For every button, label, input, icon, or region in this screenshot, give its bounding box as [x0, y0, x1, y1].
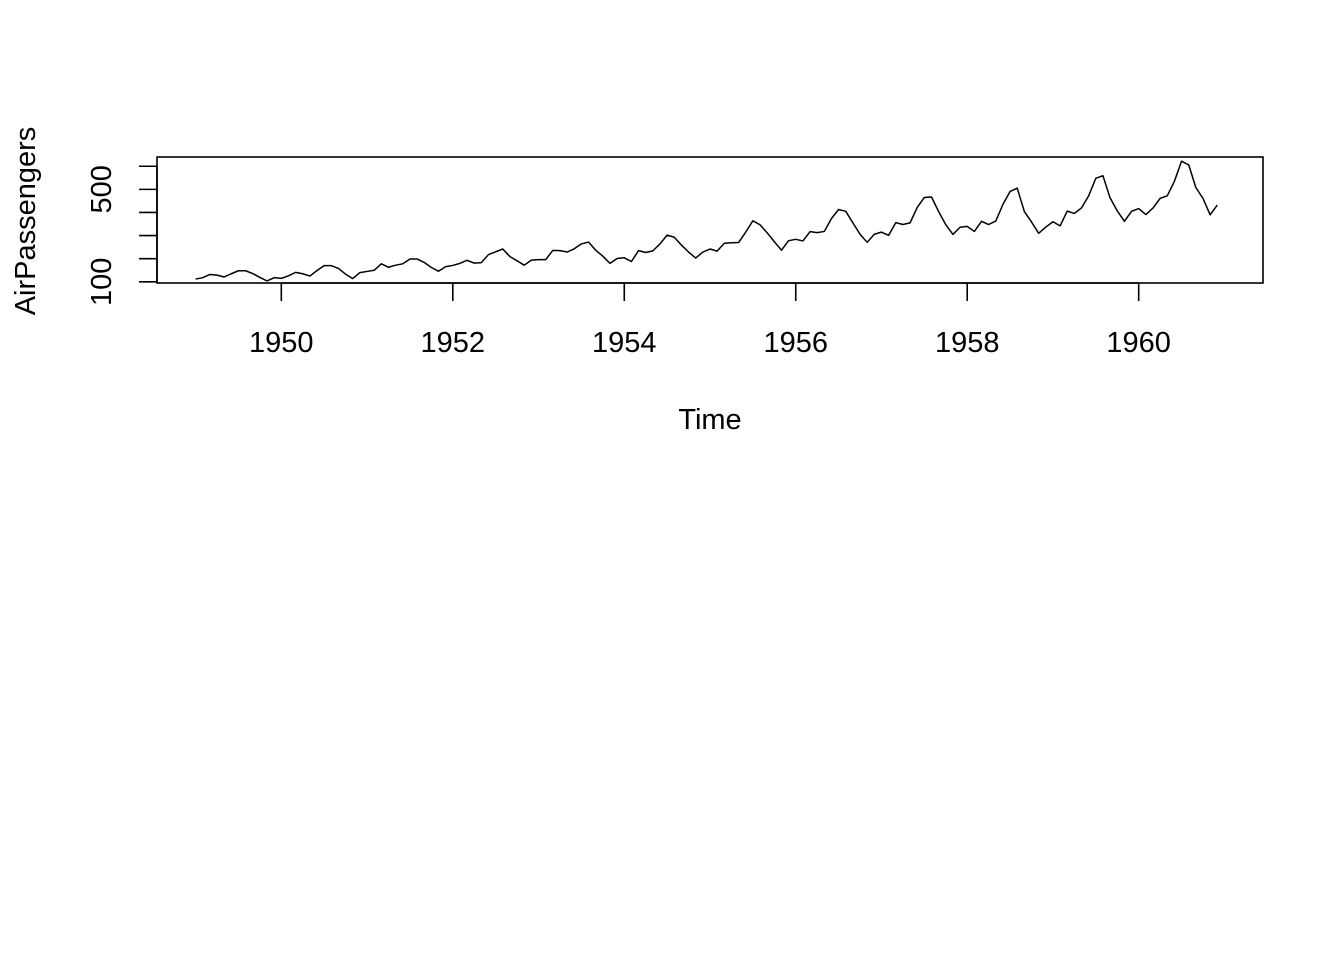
y-axis: 100 500 [86, 165, 157, 306]
series-points [196, 161, 1218, 281]
series-line-airpassengers [196, 161, 1218, 281]
x-tick-label: 1958 [935, 327, 1000, 359]
x-tick-label: 1950 [249, 327, 314, 359]
x-tick-label: 1952 [421, 327, 486, 359]
plot-frame [157, 157, 1263, 283]
x-tick-label: 1956 [763, 327, 828, 359]
x-axis-label: Time [678, 404, 741, 436]
y-tick-label: 100 [86, 258, 118, 306]
x-axis: 1950 1952 1954 1956 1958 1960 [249, 283, 1171, 359]
x-tick-label: 1954 [592, 327, 657, 359]
y-tick-label: 500 [86, 165, 118, 213]
x-tick-label: 1960 [1106, 327, 1171, 359]
y-axis-label: AirPassengers [10, 127, 42, 316]
